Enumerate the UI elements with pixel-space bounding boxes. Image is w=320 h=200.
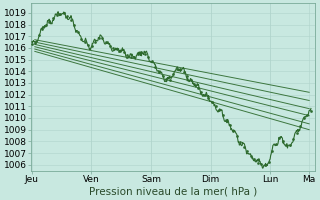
X-axis label: Pression niveau de la mer( hPa ): Pression niveau de la mer( hPa ): [89, 187, 257, 197]
